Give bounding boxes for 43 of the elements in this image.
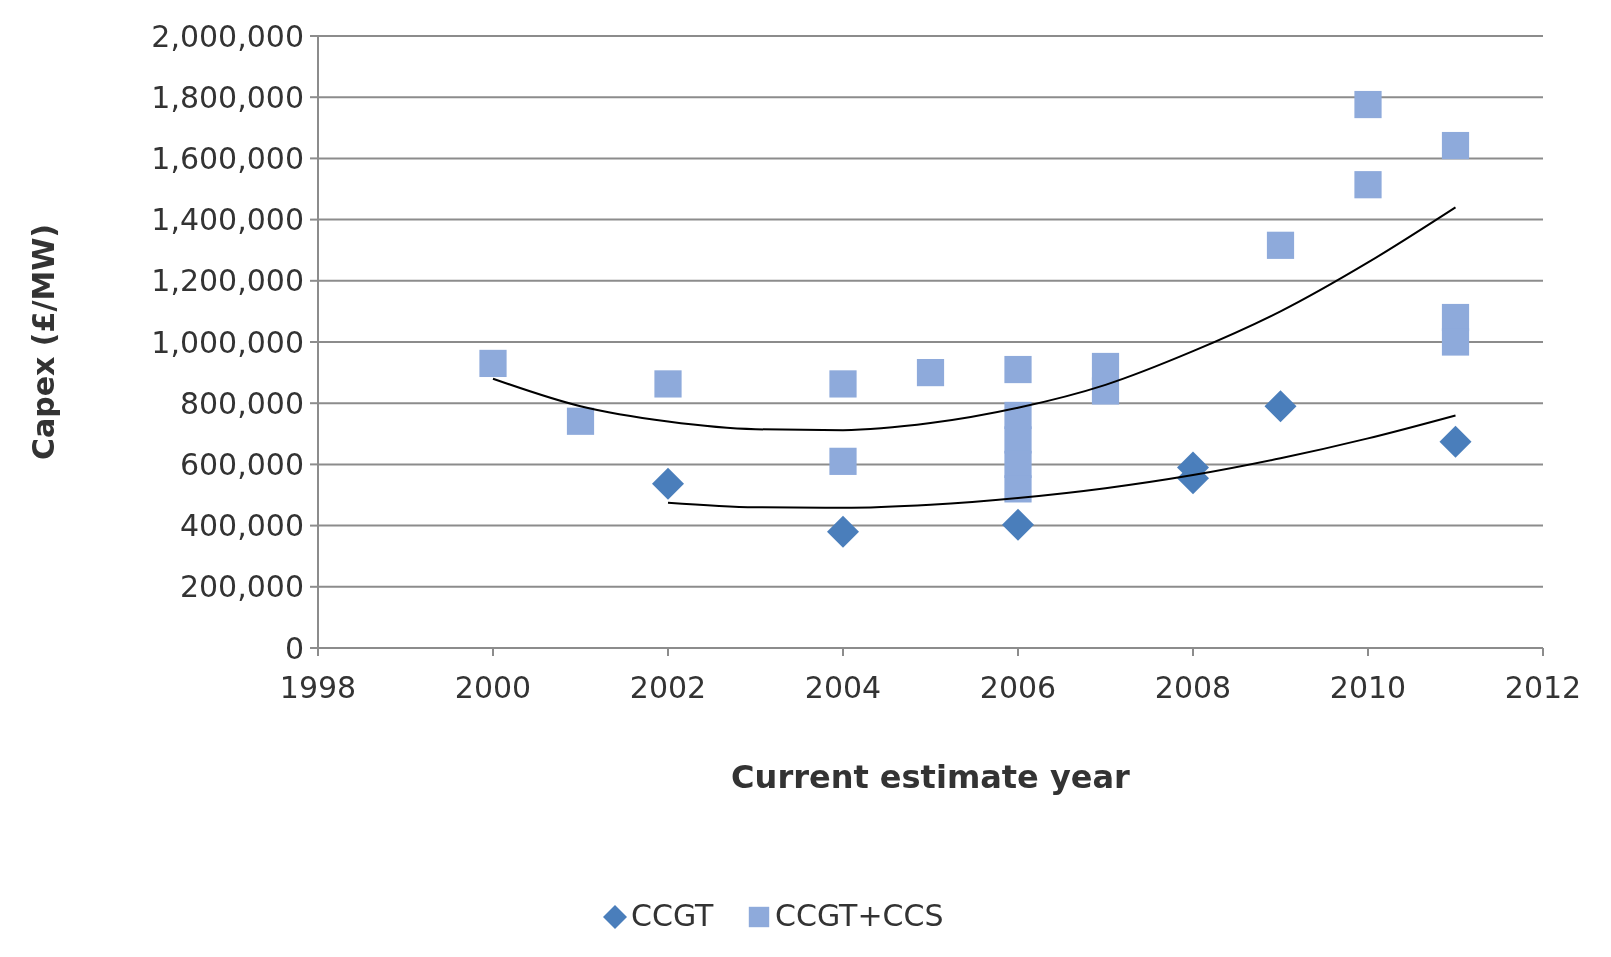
point — [829, 447, 857, 475]
x-tick-label: 2006 — [979, 670, 1057, 705]
point — [1354, 171, 1382, 199]
line-series — [667, 414, 1457, 509]
point — [1354, 90, 1382, 119]
legend-label: CCGT — [631, 898, 715, 933]
point — [1004, 355, 1032, 384]
x-tick-label: 2008 — [1154, 670, 1232, 705]
y-tick-label: 0 — [284, 630, 304, 666]
y-tick-label: 400,000 — [179, 508, 304, 544]
y-tick-label: 600,000 — [179, 446, 304, 482]
x-axis-title: Current estimate year — [731, 758, 1131, 796]
point — [479, 349, 507, 378]
point — [652, 467, 684, 500]
point — [916, 359, 945, 387]
y-tick-label: 1,000,000 — [151, 324, 304, 360]
point — [1002, 508, 1034, 541]
y-tick-label: 2,000,000 — [151, 18, 304, 54]
point — [829, 370, 857, 398]
point — [1266, 231, 1295, 259]
x-tick-label: 2010 — [1329, 670, 1407, 705]
y-tick-label: 200,000 — [179, 569, 304, 605]
point — [654, 370, 682, 398]
point — [1439, 425, 1472, 458]
point — [1004, 475, 1032, 503]
x-tick-label: 2012 — [1504, 670, 1582, 705]
point — [1091, 377, 1120, 405]
point — [827, 515, 859, 548]
x-tick-label: 2004 — [804, 670, 882, 705]
point — [1264, 390, 1297, 423]
x-tick-label: 1998 — [279, 670, 357, 705]
x-tick-label: 2000 — [454, 670, 532, 705]
y-tick-label: 1,200,000 — [151, 263, 304, 299]
point — [1441, 131, 1470, 160]
y-tick-label: 1,800,000 — [151, 79, 304, 115]
y-tick-label: 1,400,000 — [151, 202, 304, 238]
y-tick-label: 800,000 — [179, 385, 304, 421]
legend-label: CCGT+CCS — [775, 898, 944, 933]
y-axis-title: Capex (£/MW) — [26, 223, 61, 461]
x-tick-label: 2002 — [629, 670, 707, 705]
point — [566, 407, 595, 435]
y-tick-label: 1,600,000 — [151, 140, 304, 176]
point — [1441, 328, 1470, 356]
